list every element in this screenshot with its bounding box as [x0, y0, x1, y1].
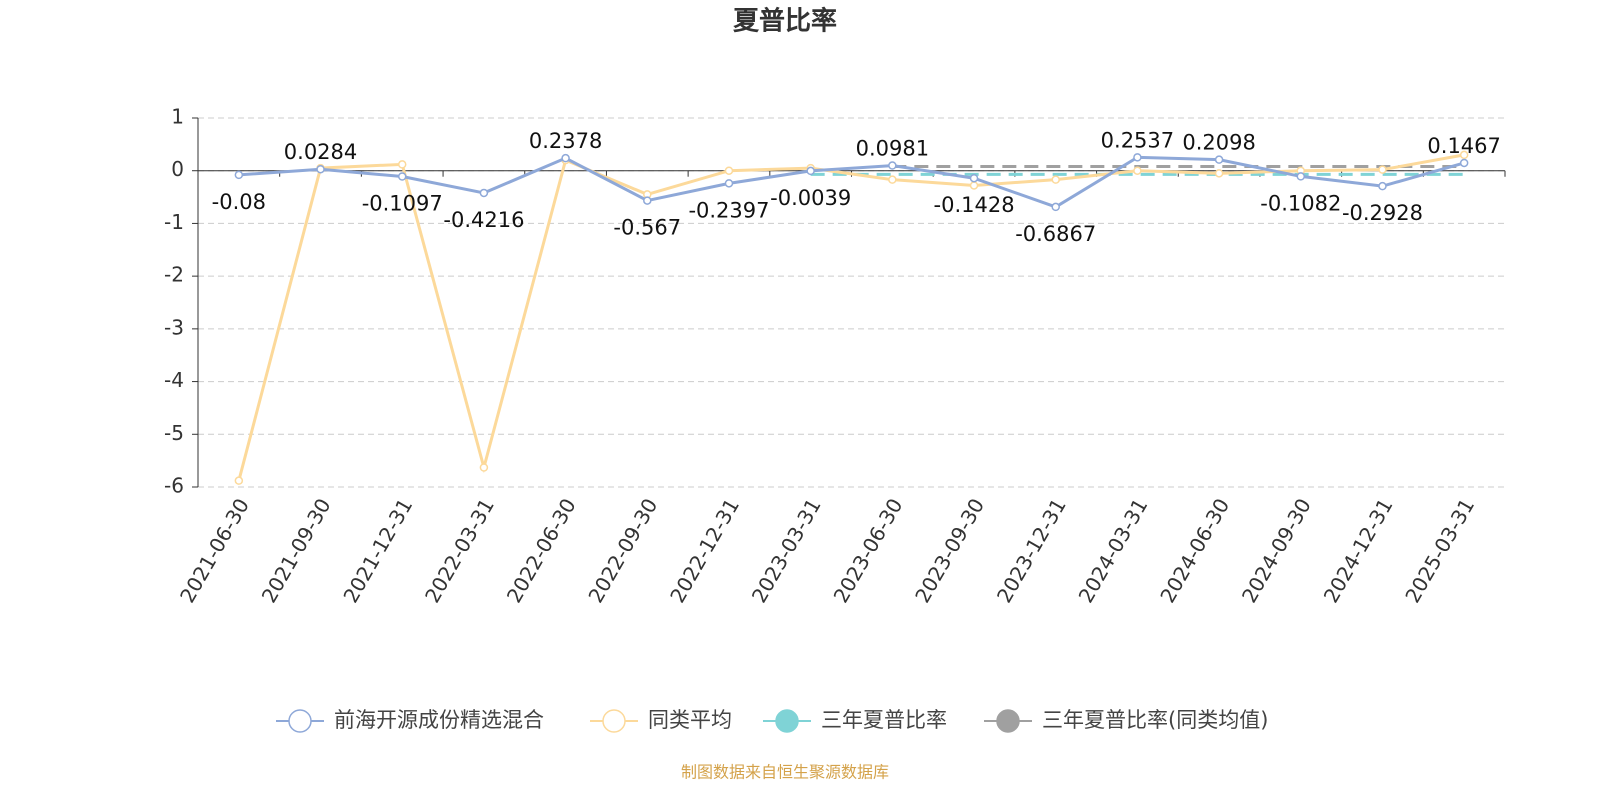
x-tick-label: 2023-09-30 [910, 494, 989, 607]
data-point [1296, 172, 1306, 181]
data-point [969, 173, 979, 183]
x-tick-label: 2025-03-31 [1400, 494, 1479, 607]
data-point [643, 196, 652, 205]
legend-marker [775, 709, 799, 733]
x-tick-label: 2021-09-30 [257, 494, 336, 607]
x-tick-label: 2021-12-31 [338, 494, 417, 607]
data-label: -0.2928 [1342, 201, 1423, 225]
series-line [237, 153, 1465, 482]
data-point [1133, 166, 1142, 175]
data-point [1459, 158, 1469, 168]
series-line [238, 155, 1465, 209]
y-tick-label: -4 [164, 368, 184, 392]
data-point [1051, 202, 1060, 212]
legend-marker [602, 709, 626, 733]
data-label: -0.6867 [1015, 222, 1096, 246]
data-label: 0.0981 [856, 137, 929, 161]
data-point [1459, 150, 1469, 160]
data-label: -0.08 [212, 190, 266, 214]
data-point [1378, 165, 1387, 174]
data-point [888, 161, 897, 170]
data-label: -0.1097 [362, 191, 443, 215]
data-label: -0.0039 [770, 186, 851, 210]
x-tick-label: 2022-03-31 [420, 494, 499, 607]
x-tick-label: 2023-03-31 [747, 494, 826, 607]
x-tick-label: 2024-03-31 [1074, 494, 1153, 607]
data-point [561, 153, 570, 163]
x-tick-label: 2023-12-31 [992, 494, 1071, 607]
data-label: 0.1467 [1427, 134, 1500, 158]
data-point [1133, 153, 1142, 162]
y-tick-label: -3 [164, 315, 184, 339]
y-tick-label: 1 [171, 105, 184, 129]
y-tick-label: -6 [164, 474, 184, 498]
x-tick-label: 2023-06-30 [829, 494, 908, 607]
data-point [234, 476, 244, 485]
data-point [479, 463, 489, 472]
data-point [969, 181, 979, 190]
data-point [888, 175, 897, 184]
x-tick-label: 2022-06-30 [502, 494, 581, 607]
data-point [316, 164, 325, 174]
x-tick-label: 2022-09-30 [583, 494, 662, 607]
data-point [397, 172, 407, 181]
legend-label: 三年夏普比率(同类均值) [1042, 708, 1268, 732]
data-point [724, 166, 734, 175]
x-tick-label: 2021-06-30 [175, 494, 254, 607]
source-note: 制图数据来自恒生聚源数据库 [681, 763, 889, 782]
x-tick-label: 2024-12-31 [1319, 494, 1398, 607]
data-point [1378, 181, 1387, 191]
data-point [1051, 175, 1060, 184]
chart-title: 夏普比率 [733, 6, 837, 37]
data-label: 0.2098 [1182, 131, 1255, 155]
x-tick-label: 2024-09-30 [1237, 494, 1316, 607]
data-label: -0.567 [613, 216, 681, 240]
data-point [1214, 155, 1224, 164]
data-label: 0.2537 [1101, 128, 1174, 152]
data-point [479, 188, 489, 198]
data-label: -0.1082 [1260, 191, 1341, 215]
data-label: -0.2397 [688, 198, 769, 222]
data-point [724, 179, 734, 188]
x-tick-label: 2022-12-31 [665, 494, 744, 607]
y-tick-label: -2 [164, 263, 184, 287]
data-point [234, 170, 244, 180]
y-tick-label: 0 [171, 157, 184, 181]
y-tick-label: -1 [164, 210, 184, 234]
data-point [1214, 169, 1224, 178]
legend-label: 前海开源成份精选混合 [334, 708, 544, 732]
legend-label: 三年夏普比率 [821, 708, 947, 732]
legend-marker [288, 709, 312, 733]
data-label: 0.0284 [284, 140, 357, 164]
data-label: -0.4216 [443, 208, 524, 232]
x-tick-label: 2024-06-30 [1155, 494, 1234, 607]
data-label: -0.1428 [934, 193, 1015, 217]
data-label: 0.2378 [529, 129, 602, 153]
data-point [806, 166, 815, 176]
legend-marker [996, 709, 1020, 733]
y-tick-label: -5 [164, 421, 184, 445]
legend-label: 同类平均 [648, 708, 732, 732]
data-point [397, 160, 407, 169]
